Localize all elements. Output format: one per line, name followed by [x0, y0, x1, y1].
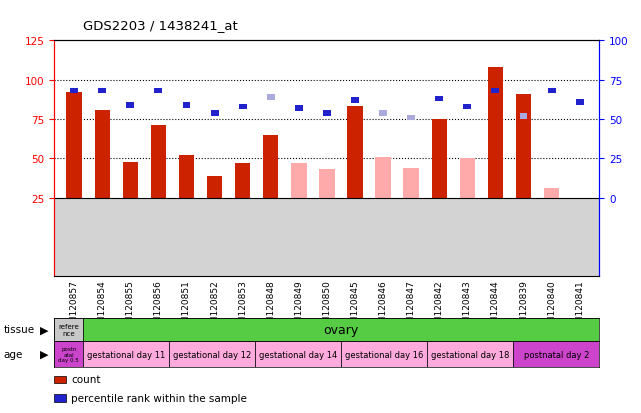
Bar: [54, 318, 83, 341]
Bar: [435, 97, 443, 102]
Bar: [207, 176, 222, 198]
Text: percentile rank within the sample: percentile rank within the sample: [71, 393, 247, 403]
Text: value, Detection Call = ABSENT: value, Detection Call = ABSENT: [71, 412, 237, 413]
Bar: [513, 341, 599, 368]
Bar: [431, 120, 447, 198]
Text: ▶: ▶: [40, 324, 48, 335]
Bar: [351, 98, 359, 104]
Bar: [376, 157, 391, 198]
Bar: [460, 159, 475, 198]
Text: ovary: ovary: [324, 323, 359, 336]
Bar: [319, 170, 335, 198]
Bar: [267, 95, 275, 100]
Bar: [54, 341, 83, 368]
Bar: [576, 100, 583, 105]
Text: GDS2203 / 1438241_at: GDS2203 / 1438241_at: [83, 19, 238, 31]
Bar: [547, 89, 556, 94]
Text: gestational day 12: gestational day 12: [173, 350, 251, 358]
Bar: [71, 89, 78, 94]
Bar: [122, 162, 138, 198]
Bar: [98, 89, 106, 94]
Bar: [428, 341, 513, 368]
Text: gestational day 18: gestational day 18: [431, 350, 510, 358]
Text: postn
atal
day 0.5: postn atal day 0.5: [58, 346, 79, 363]
Bar: [235, 164, 251, 198]
Bar: [126, 103, 134, 108]
Bar: [94, 110, 110, 198]
Bar: [323, 111, 331, 116]
Text: postnatal day 2: postnatal day 2: [524, 350, 589, 358]
Bar: [341, 341, 428, 368]
Bar: [263, 135, 278, 198]
Bar: [211, 111, 219, 116]
Bar: [169, 341, 255, 368]
Bar: [179, 156, 194, 198]
Bar: [151, 126, 166, 198]
Bar: [238, 104, 247, 110]
Text: gestational day 14: gestational day 14: [259, 350, 337, 358]
Bar: [379, 111, 387, 116]
Bar: [54, 198, 599, 277]
Bar: [83, 341, 169, 368]
Bar: [488, 68, 503, 198]
Bar: [255, 341, 341, 368]
Bar: [183, 103, 190, 108]
Text: count: count: [71, 375, 101, 385]
Bar: [463, 104, 471, 110]
Text: ▶: ▶: [40, 349, 48, 359]
Bar: [516, 95, 531, 198]
Bar: [347, 107, 363, 198]
Bar: [492, 89, 499, 94]
Text: refere
nce: refere nce: [58, 323, 79, 336]
Bar: [403, 169, 419, 198]
Bar: [407, 116, 415, 121]
Bar: [67, 93, 82, 198]
Text: age: age: [3, 349, 22, 359]
Bar: [544, 189, 560, 198]
Text: gestational day 11: gestational day 11: [87, 350, 165, 358]
Text: tissue: tissue: [3, 324, 35, 335]
Text: gestational day 16: gestational day 16: [345, 350, 424, 358]
Bar: [291, 164, 306, 198]
Bar: [295, 106, 303, 112]
Bar: [154, 89, 162, 94]
Bar: [520, 114, 528, 119]
